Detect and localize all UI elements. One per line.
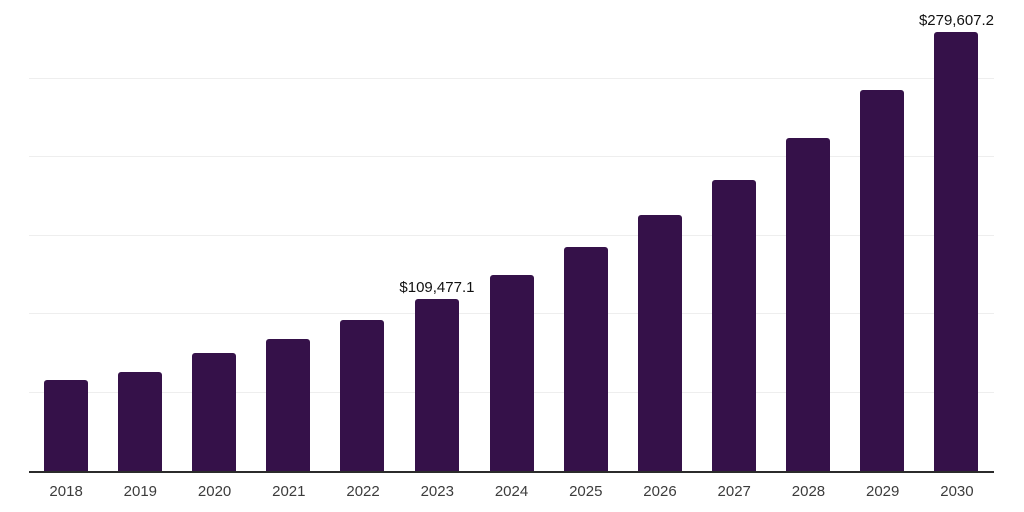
x-tick-label-2020: 2020 (197, 483, 232, 500)
x-tick-label-2021: 2021 (272, 483, 306, 500)
x-tick-label-2024: 2024 (494, 483, 529, 500)
bar-column-2029 (845, 0, 919, 471)
bar-2020 (192, 353, 237, 471)
bar-2023 (414, 299, 459, 471)
bar-column-2024 (474, 0, 548, 471)
x-tick-label-2019: 2019 (123, 483, 158, 500)
bar-column-2022 (325, 0, 399, 471)
bar-column-2018 (29, 0, 103, 471)
bar-2027 (711, 179, 756, 471)
gridline (29, 77, 994, 79)
bar-2018 (44, 380, 89, 471)
data-label-2030: $279,607.2 (918, 12, 995, 30)
bar-2019 (118, 372, 163, 471)
x-tick-label-2023: 2023 (420, 483, 454, 500)
bar-2026 (637, 215, 682, 471)
bar-column-2030: $279,607.2 (919, 0, 994, 471)
x-tick-label-2022: 2022 (346, 483, 380, 500)
bar-2030 (934, 32, 979, 471)
bar-2029 (859, 89, 904, 471)
bar-column-2026 (623, 0, 697, 471)
bar-column-2027 (697, 0, 771, 471)
bar-column-2019 (103, 0, 177, 471)
bars-row: $109,477.1 $279,607.2 (29, 0, 994, 471)
x-tick-label-2030: 2030 (940, 483, 974, 500)
bar-2025 (563, 246, 608, 471)
bar-column-2028 (771, 0, 845, 471)
x-tick-label-2026: 2026 (643, 483, 677, 500)
bar-column-2021 (251, 0, 325, 471)
x-axis: 2018 2019 2020 2021 2022 2023 2024 2025 2026 2027… (29, 483, 994, 501)
plot-area: $109,477.1 $279,607.2 (29, 0, 994, 473)
bar-column-2023: $109,477.1 (399, 0, 474, 471)
bar-column-2020 (177, 0, 251, 471)
x-tick-label-2025: 2025 (569, 483, 603, 500)
bar-2024 (489, 275, 534, 471)
x-tick-label-2027: 2027 (717, 483, 751, 500)
bar-2022 (340, 319, 385, 471)
gridline (29, 156, 994, 158)
bar-2028 (785, 137, 830, 471)
x-tick-label-2018: 2018 (49, 483, 83, 500)
bar-column-2025 (549, 0, 623, 471)
gridline (29, 234, 994, 236)
x-tick-label-2029: 2029 (866, 483, 900, 500)
data-label-2023: $109,477.1 (399, 279, 475, 297)
x-tick-label-2028: 2028 (791, 483, 826, 500)
bar-2021 (266, 338, 311, 471)
